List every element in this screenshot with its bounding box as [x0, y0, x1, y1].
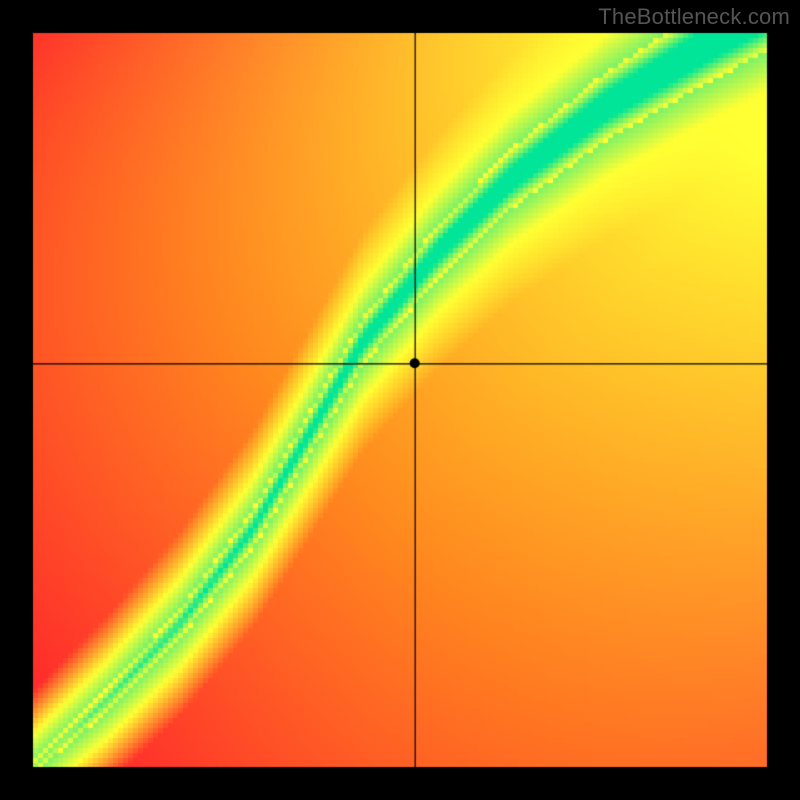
watermark-text: TheBottleneck.com: [598, 4, 790, 30]
bottleneck-heatmap: [0, 0, 800, 800]
